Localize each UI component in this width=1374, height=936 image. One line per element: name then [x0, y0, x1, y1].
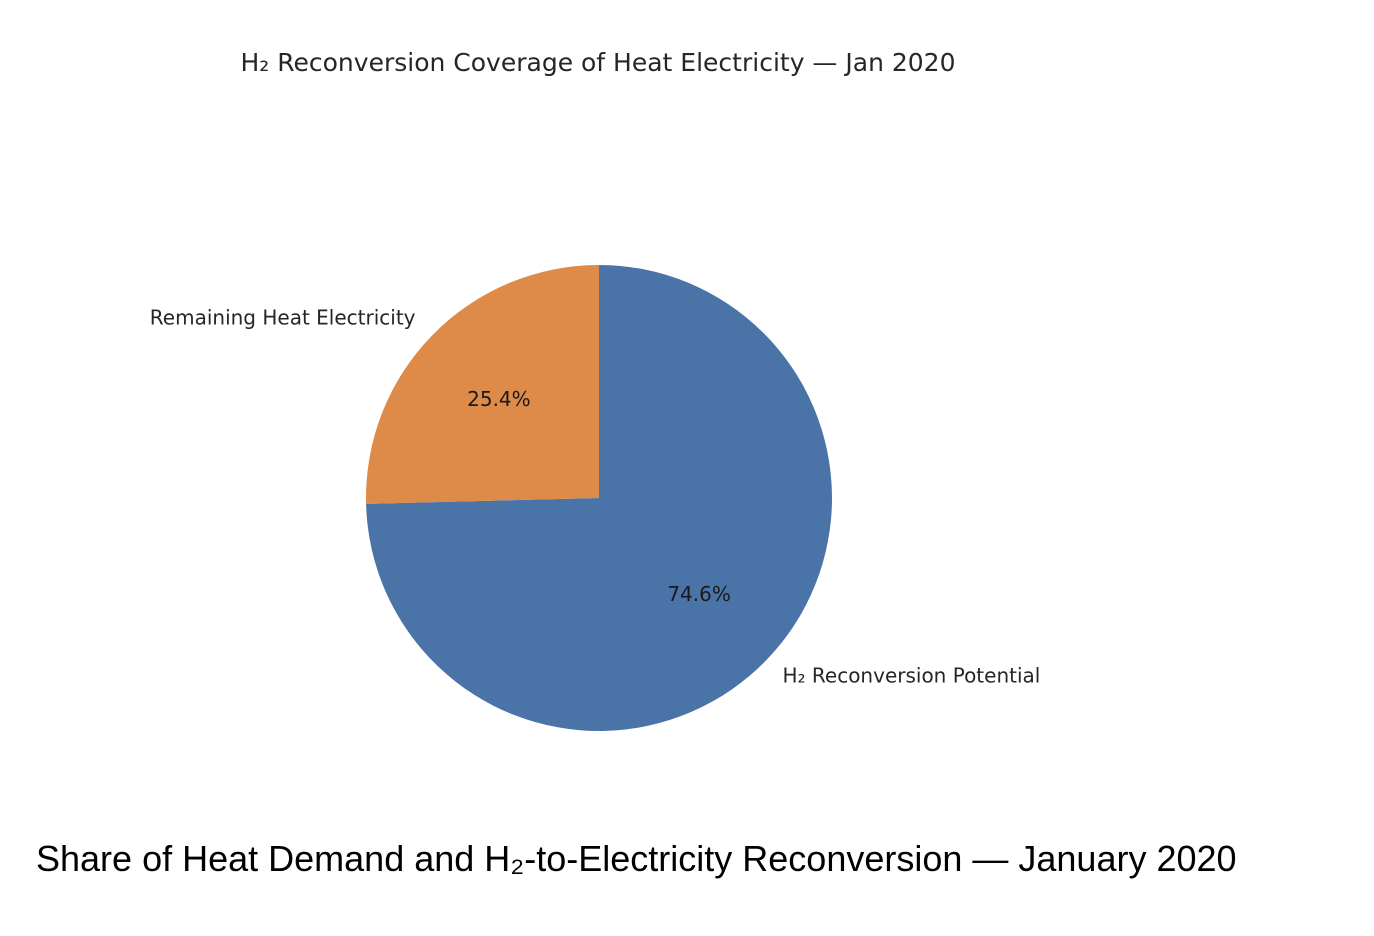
pie-slice-1-percent: 25.4%	[467, 387, 531, 411]
pie-slice-1-label: Remaining Heat Electricity	[150, 306, 416, 330]
pie-slices	[366, 265, 833, 731]
pie-slice-0-percent: 74.6%	[667, 582, 731, 606]
pie-labels: 74.6% H₂ Reconversion Potential 25.4% Remai…	[150, 306, 1041, 688]
pie-slice-1	[366, 265, 599, 504]
pie-slice-0-label: H₂ Reconversion Potential	[782, 663, 1040, 687]
chart-title: H₂ Reconversion Coverage of Heat Electri…	[241, 48, 956, 77]
pie-chart: H₂ Reconversion Coverage of Heat Electri…	[150, 48, 1041, 731]
figure-caption: Share of Heat Demand and H₂-to-Electrici…	[36, 838, 1237, 879]
pie-slice-0	[366, 265, 833, 731]
